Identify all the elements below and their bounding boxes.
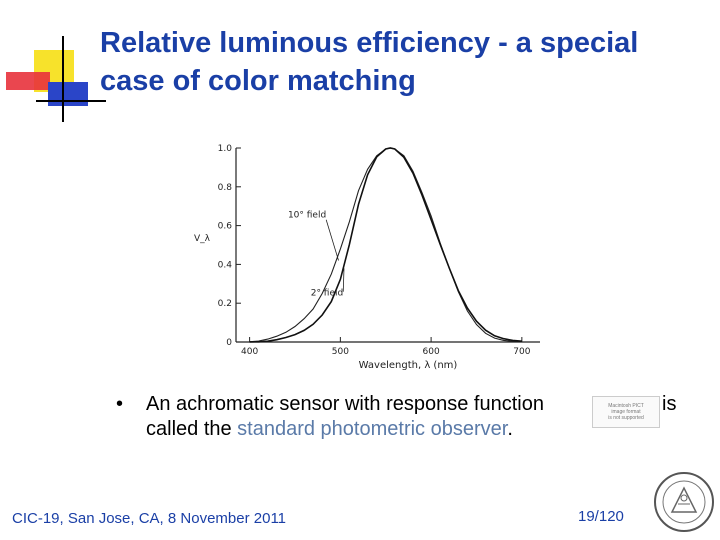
title-line-1: Relative luminous efficiency - a special <box>100 27 639 59</box>
footer-text: CIC-19, San Jose, CA, 8 November 2011 <box>12 510 287 527</box>
annotation-2deg-leader <box>342 268 345 292</box>
bullet-text-line2: called the standard photometric observer… <box>146 417 513 442</box>
series-line-10deg <box>249 147 522 343</box>
x-tick-label: 400 <box>241 347 258 357</box>
plot-area: 0 0.2 0.4 0.6 0.8 1.0 400 500 600 700 Wavelength, … <box>194 144 540 371</box>
decor-red-square <box>6 72 50 90</box>
bullet-symbol: • <box>116 393 124 415</box>
annotation-10deg-field: 10° field <box>288 211 326 221</box>
corner-decoration <box>0 0 110 130</box>
annotation-10deg-leader <box>325 219 339 261</box>
x-tick-label: 600 <box>423 347 440 357</box>
decor-vertical-line <box>62 36 64 122</box>
annotation-2deg-field: 2° field <box>311 289 344 299</box>
highlight-term: standard photometric observer <box>237 418 508 440</box>
luminous-efficiency-chart: 0 0.2 0.4 0.6 0.8 1.0 400 500 600 700 Wavelength, … <box>194 144 540 371</box>
decor-horizontal-line <box>36 100 106 102</box>
decor-blue-square <box>48 82 88 106</box>
y-tick-label: 0.2 <box>218 299 232 309</box>
page-number: 19/120 <box>578 508 624 525</box>
bullet-line2-prefix: called the <box>146 418 238 440</box>
university-seal-icon <box>654 472 714 532</box>
x-tick-label: 500 <box>332 347 349 357</box>
slide-title: Relative luminous efficiency - a special… <box>100 24 710 100</box>
placeholder-line-1: Macintosh PICT <box>608 403 644 409</box>
y-tick-label: 0.8 <box>218 183 233 193</box>
placeholder-line-2: image format <box>611 409 641 415</box>
series-line-2deg <box>249 147 522 343</box>
bullet-text-tail: is <box>662 393 677 415</box>
title-line-2: case of color matching <box>100 65 416 97</box>
y-tick-label: 1.0 <box>218 144 233 154</box>
y-axis-label: V_λ <box>194 234 211 244</box>
x-axis-label: Wavelength, λ (nm) <box>359 360 458 371</box>
y-tick-label: 0.4 <box>218 260 233 270</box>
bullet-line2-suffix: . <box>507 418 513 440</box>
x-tick-label: 700 <box>513 347 530 357</box>
placeholder-line-3: is not supported <box>608 415 644 421</box>
formula-image-placeholder: Macintosh PICT image format is not suppo… <box>592 396 660 428</box>
y-tick-label: 0.6 <box>218 222 233 232</box>
y-tick-label: 0 <box>226 338 232 348</box>
bullet-text-line1: An achromatic sensor with response funct… <box>146 393 544 415</box>
